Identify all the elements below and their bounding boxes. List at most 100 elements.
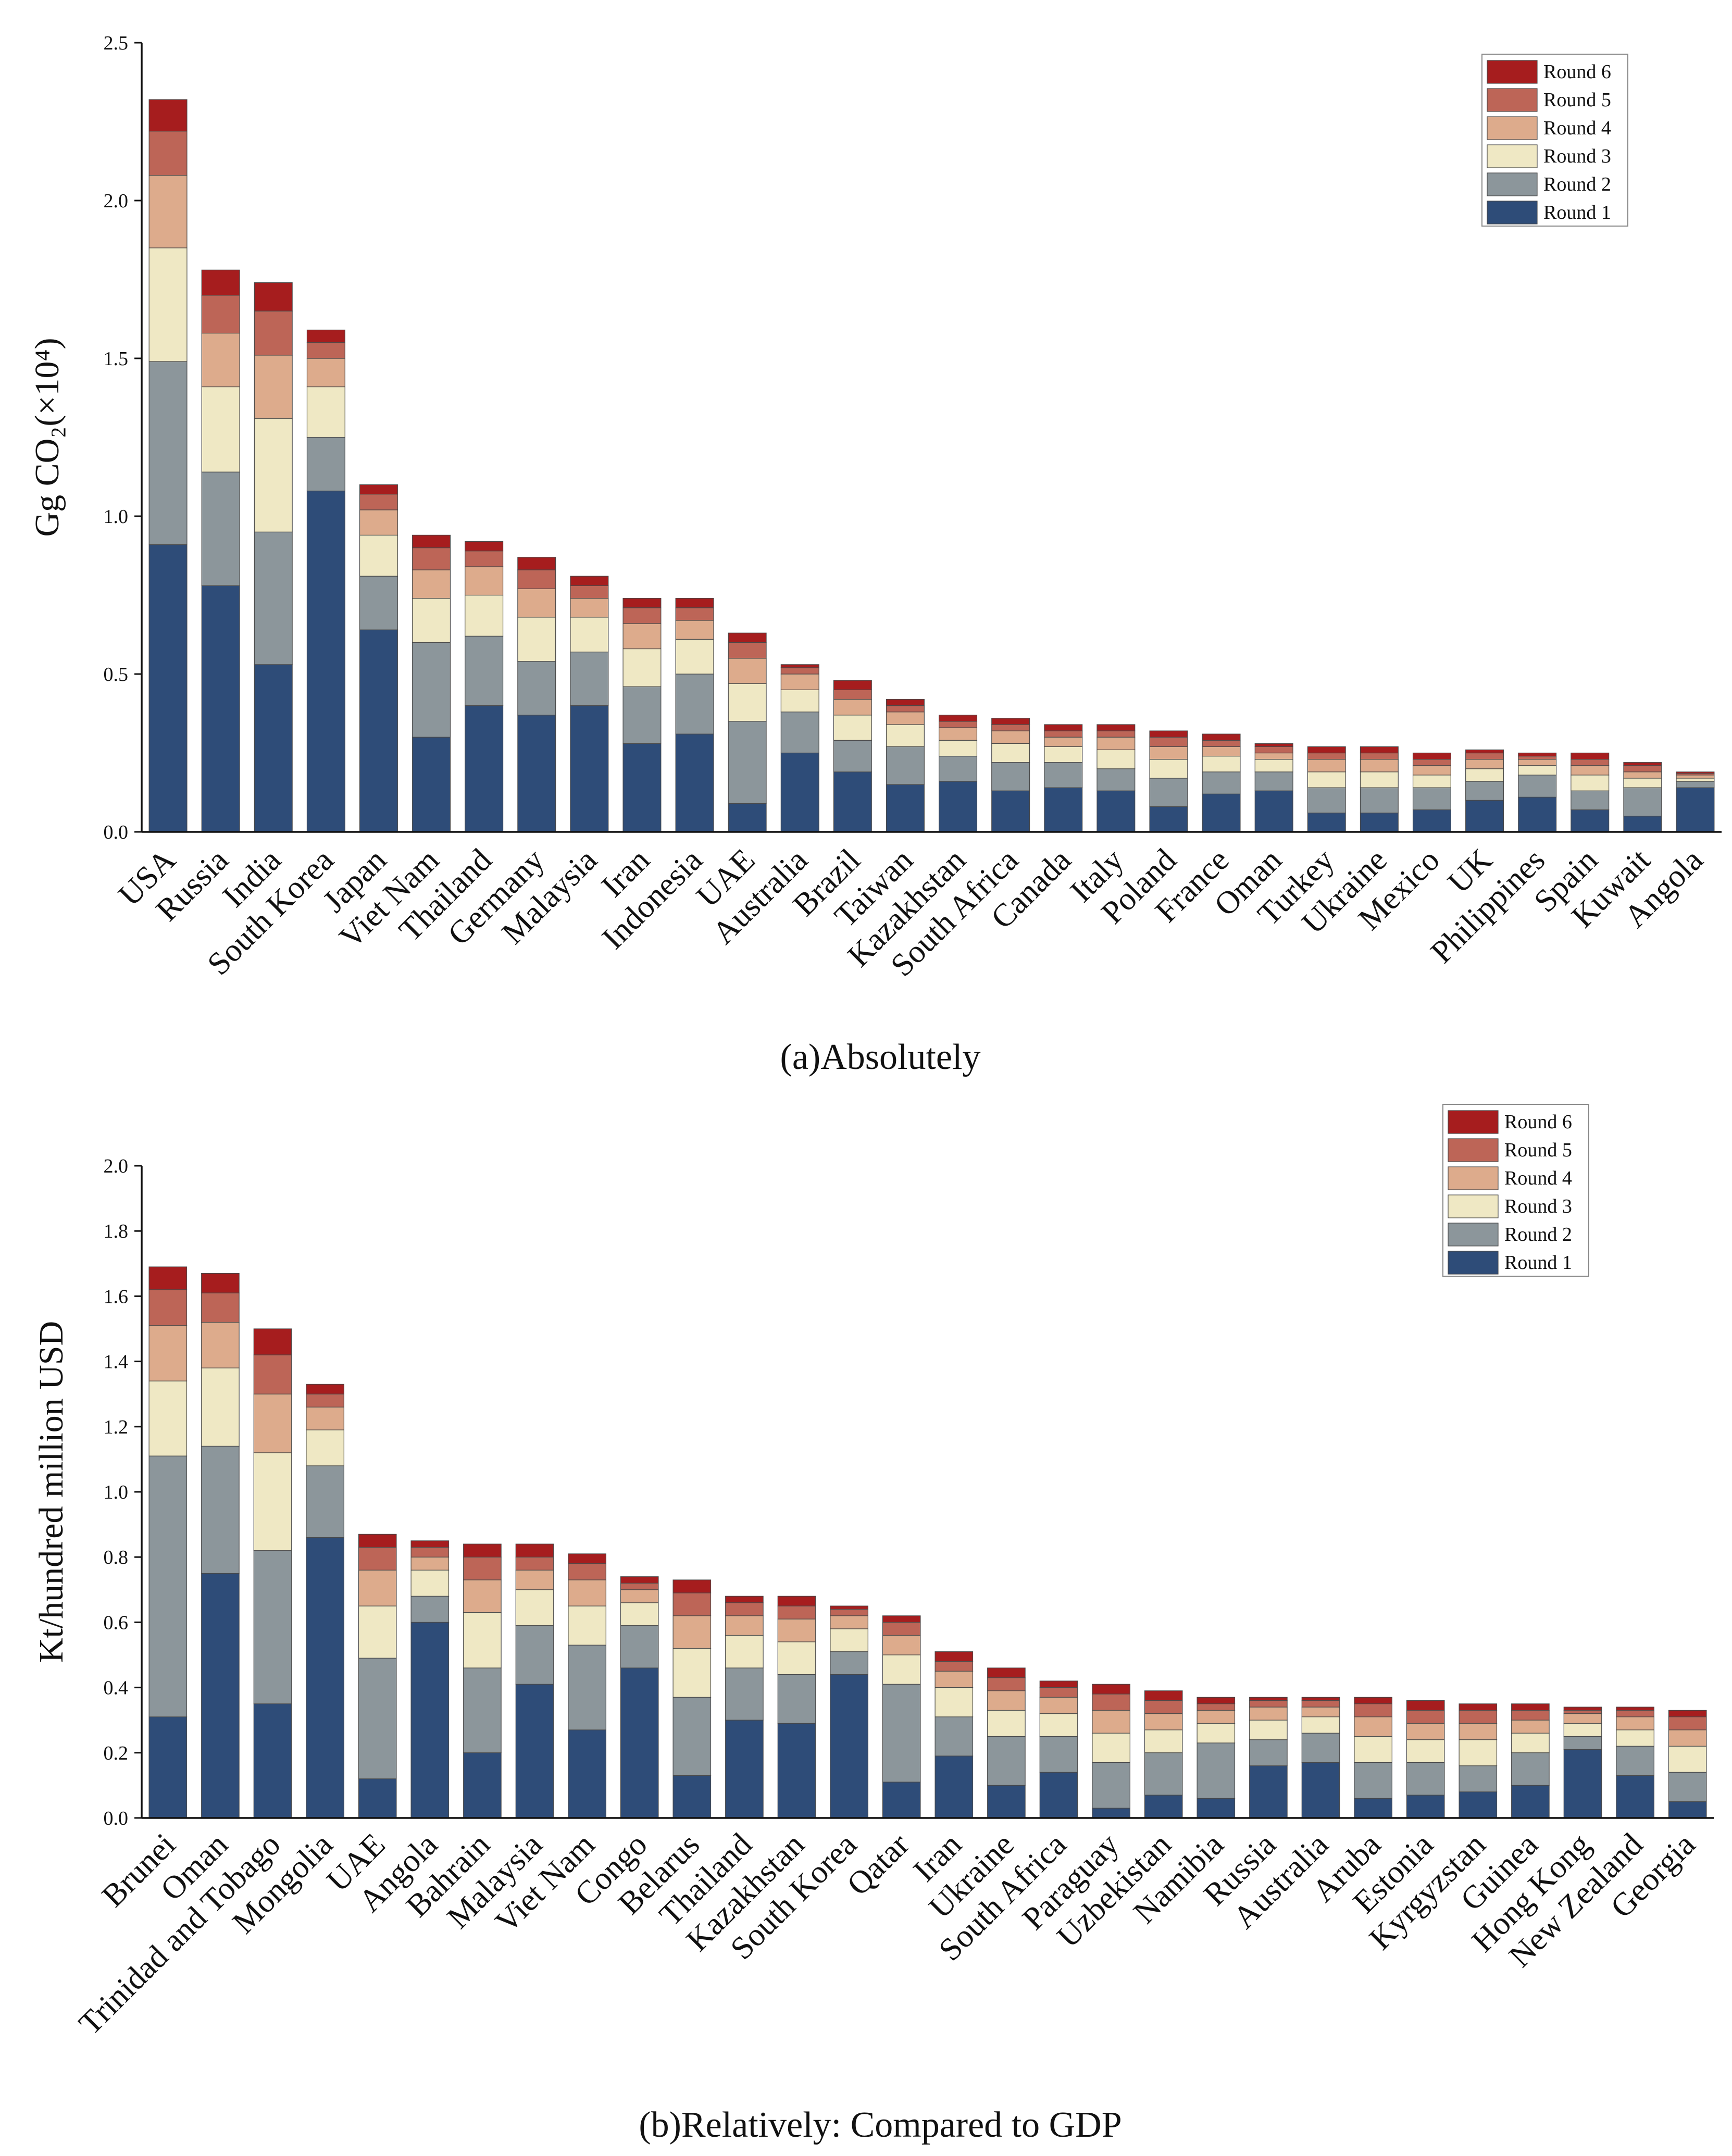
bar-a-10-round-3 xyxy=(675,639,714,675)
legend-label: Round 1 xyxy=(1504,1252,1572,1274)
bar-b-23-round-3 xyxy=(1354,1736,1392,1763)
bar-a-9-round-5 xyxy=(622,607,662,624)
chart-absolute: 0.00.51.01.52.02.5Gg CO₂(×10⁴)USARussiaI… xyxy=(28,32,1722,983)
bar-b-20-round-2 xyxy=(1197,1742,1236,1799)
bar-a-0-round-4 xyxy=(148,175,188,248)
bar-b-9-round-4 xyxy=(620,1589,659,1603)
bar-b-8-round-3 xyxy=(568,1605,606,1646)
bar-b-15-round-4 xyxy=(934,1671,974,1688)
bar-a-10-round-1 xyxy=(675,733,714,832)
bar-a-10-round-2 xyxy=(675,674,714,734)
bar-b-22-round-2 xyxy=(1301,1733,1340,1763)
bar-b-11-round-3 xyxy=(725,1635,764,1668)
x-category-label: Indonesia xyxy=(595,842,709,956)
bar-a-27-round-1 xyxy=(1571,809,1610,832)
bar-b-27-round-4 xyxy=(1563,1713,1602,1724)
bar-a-22-round-3 xyxy=(1307,771,1346,788)
bar-b-27-round-3 xyxy=(1563,1723,1602,1737)
bar-a-25-round-3 xyxy=(1465,768,1504,782)
bar-b-4-round-4 xyxy=(358,1569,397,1606)
bar-a-14-round-3 xyxy=(886,724,925,747)
bar-b-13-round-5 xyxy=(830,1609,868,1616)
bar-b-12-round-4 xyxy=(777,1618,816,1642)
bar-b-23-round-2 xyxy=(1354,1762,1392,1799)
bar-a-15-round-3 xyxy=(939,740,978,757)
bar-b-19-round-6 xyxy=(1144,1690,1183,1701)
bar-a-18-round-1 xyxy=(1096,790,1136,832)
bar-a-14-round-4 xyxy=(886,712,925,725)
bar-b-21-round-4 xyxy=(1249,1706,1288,1721)
bar-b-28-round-3 xyxy=(1616,1729,1654,1747)
bar-a-1-round-2 xyxy=(201,471,240,586)
legend-label: Round 2 xyxy=(1504,1224,1572,1245)
bar-a-27-round-3 xyxy=(1571,775,1610,791)
bar-b-9-round-1 xyxy=(620,1667,659,1818)
y-tick-label: 1.4 xyxy=(104,1351,129,1373)
bar-b-16-round-3 xyxy=(987,1710,1026,1737)
bar-b-11-round-6 xyxy=(725,1596,764,1603)
bar-b-14-round-5 xyxy=(882,1622,921,1636)
bar-b-12-round-6 xyxy=(777,1596,816,1606)
bar-a-12-round-6 xyxy=(780,664,819,668)
bar-b-21-round-6 xyxy=(1249,1697,1288,1701)
bar-b-4-round-2 xyxy=(358,1657,397,1779)
bar-b-5-round-2 xyxy=(410,1596,450,1623)
bar-a-28-round-3 xyxy=(1623,778,1662,788)
bar-b-16-round-5 xyxy=(987,1677,1026,1691)
bar-a-24-round-6 xyxy=(1412,752,1451,760)
bar-a-21-round-6 xyxy=(1254,743,1293,747)
bar-a-7-round-1 xyxy=(517,715,556,832)
bar-a-3-round-2 xyxy=(306,437,345,492)
x-category-label: Qatar xyxy=(840,1827,916,1903)
bar-a-22-round-1 xyxy=(1307,813,1346,832)
bar-b-20-round-3 xyxy=(1197,1723,1236,1743)
bar-b-4-round-3 xyxy=(358,1605,397,1659)
bar-b-9-round-5 xyxy=(620,1582,659,1590)
bar-b-17-round-6 xyxy=(1039,1680,1078,1688)
bar-a-29-round-4 xyxy=(1676,775,1715,779)
bar-b-1-round-5 xyxy=(201,1292,240,1323)
bar-b-20-round-1 xyxy=(1197,1798,1236,1818)
bar-b-7-round-2 xyxy=(515,1625,554,1685)
y-tick-label: 1.8 xyxy=(104,1220,129,1242)
bar-b-21-round-2 xyxy=(1249,1739,1288,1766)
bar-a-12-round-2 xyxy=(780,712,819,754)
bar-a-4-round-2 xyxy=(359,576,398,630)
bar-a-20-round-5 xyxy=(1202,740,1241,747)
bar-b-1-round-3 xyxy=(201,1367,240,1447)
bar-a-13-round-5 xyxy=(833,689,872,700)
bar-b-6-round-6 xyxy=(463,1543,502,1557)
bar-b-28-round-6 xyxy=(1616,1706,1654,1711)
chart-a-caption: (a)Absolutely xyxy=(780,1037,981,1077)
bar-b-19-round-3 xyxy=(1144,1729,1183,1753)
legend-swatch xyxy=(1448,1251,1499,1275)
bar-b-16-round-1 xyxy=(987,1785,1026,1818)
bar-a-10-round-6 xyxy=(675,597,714,608)
bar-b-9-round-3 xyxy=(620,1602,659,1626)
bar-a-0-round-1 xyxy=(148,544,188,832)
bar-b-20-round-4 xyxy=(1197,1710,1236,1724)
bar-a-28-round-1 xyxy=(1623,816,1662,832)
bar-a-26-round-1 xyxy=(1518,796,1557,832)
bar-a-10-round-5 xyxy=(675,607,714,621)
bar-b-17-round-1 xyxy=(1039,1772,1078,1818)
bar-a-21-round-3 xyxy=(1254,759,1293,772)
bar-a-16-round-1 xyxy=(991,790,1030,832)
bar-b-17-round-2 xyxy=(1039,1736,1078,1773)
bar-b-27-round-2 xyxy=(1563,1736,1602,1750)
bar-a-20-round-4 xyxy=(1202,746,1241,757)
bar-b-0-round-1 xyxy=(148,1716,188,1818)
bar-a-15-round-4 xyxy=(939,727,978,741)
bar-b-7-round-3 xyxy=(515,1589,554,1626)
bar-a-23-round-5 xyxy=(1360,752,1399,760)
bar-b-3-round-4 xyxy=(306,1406,344,1430)
bar-a-3-round-5 xyxy=(306,342,345,359)
bar-b-18-round-6 xyxy=(1092,1684,1130,1694)
bar-b-1-round-1 xyxy=(201,1573,240,1818)
bar-a-20-round-3 xyxy=(1202,755,1241,772)
bar-b-15-round-5 xyxy=(934,1661,974,1672)
bar-a-27-round-4 xyxy=(1571,765,1610,776)
bar-b-9-round-6 xyxy=(620,1576,659,1584)
bar-b-4-round-6 xyxy=(358,1534,397,1548)
y-axis-label: Gg CO₂(×10⁴) xyxy=(28,338,66,537)
